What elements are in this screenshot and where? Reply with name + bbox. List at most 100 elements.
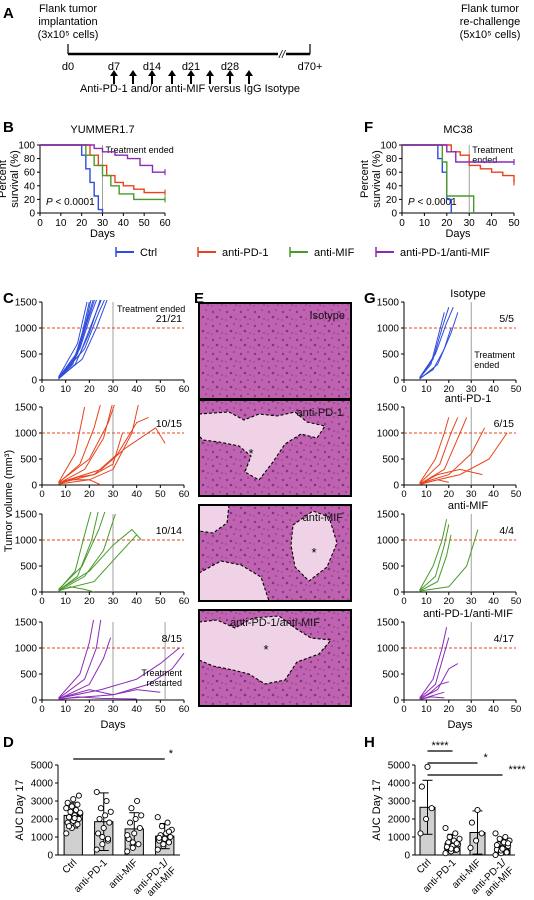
histology-label: anti-PD-1 xyxy=(297,407,343,419)
necrosis-region xyxy=(198,411,326,481)
x-tick-label: 10 xyxy=(60,489,71,500)
data-point xyxy=(74,801,81,808)
x-tick-label: 10 xyxy=(55,218,67,229)
panel-label-c: C xyxy=(3,290,14,307)
treatment-end-label: Treatment ended xyxy=(474,350,515,370)
subplot-ctrl: 0 500 1000 1500 0 10 20 30 40 50 60 21/21Treatment … xyxy=(15,298,190,396)
tumor-curve-5 xyxy=(419,468,483,485)
tumor-curve-4 xyxy=(419,327,452,379)
tumor-curve-6 xyxy=(58,696,137,700)
necrosis-marker: * xyxy=(311,545,316,560)
y-tick-label: 500 xyxy=(20,350,37,361)
timeline-break-symbol: // xyxy=(278,49,286,61)
tumor-curve-3 xyxy=(419,681,449,700)
data-point xyxy=(102,812,109,819)
subplot-isotype: 0 500 1000 1500 0 10 20 30 40 50 5/5 Isotype Treatme… xyxy=(377,288,522,395)
y-tick-label: 0 xyxy=(404,851,410,862)
tumor-curve-3 xyxy=(58,300,96,379)
tumor-curve-5 xyxy=(58,427,166,484)
data-point xyxy=(424,763,431,770)
data-point xyxy=(63,830,70,837)
survival-line-anti-pd-1 xyxy=(402,144,515,183)
x-tick-label: 0 xyxy=(39,489,44,500)
y-tick-label: 3000 xyxy=(388,797,411,808)
annotation-line: Treatment xyxy=(474,350,515,360)
x-tick-label: 50 xyxy=(511,596,522,607)
data-point xyxy=(103,797,110,805)
y-axis-label-line: Percent xyxy=(359,160,371,198)
x-axis-label: Days xyxy=(90,228,116,240)
y-tick-label: 1000 xyxy=(15,324,38,335)
data-point xyxy=(135,841,142,848)
treatment-arrowhead-7 xyxy=(226,70,234,76)
data-point xyxy=(473,837,480,844)
x-tick-label: 40 xyxy=(118,218,130,229)
necrosis-marker: * xyxy=(248,446,253,461)
data-point xyxy=(156,834,163,841)
x-tick-label: 40 xyxy=(488,704,499,715)
data-point xyxy=(154,814,161,821)
data-point xyxy=(129,839,136,846)
x-tick-label: 40 xyxy=(131,596,142,607)
y-tick-label: 0 xyxy=(393,696,399,707)
category-label: anti-PD-1 xyxy=(72,857,110,895)
x-tick-label: 30 xyxy=(466,596,477,607)
survival-chart-yummer: YUMMER1.7 0 20 40 60 80 100 0 10 20 30 40 50 60 Days Pe… xyxy=(0,124,174,240)
panel-label-g: G xyxy=(364,290,376,307)
data-point xyxy=(158,823,165,830)
y-tick-label: 1500 xyxy=(15,403,38,414)
x-tick-label: 50 xyxy=(155,384,166,395)
y-axis-label-line: survival (%) xyxy=(371,150,383,207)
data-point xyxy=(93,846,100,853)
curves xyxy=(58,620,185,700)
tumor-curve-0 xyxy=(58,620,95,699)
x-tick-label: 0 xyxy=(39,704,44,715)
data-point xyxy=(502,833,509,841)
curves xyxy=(58,405,166,485)
tumor-curve-1 xyxy=(419,524,450,591)
panel-border xyxy=(198,609,352,707)
subplot-title: anti-PD-1 xyxy=(445,393,491,405)
data-point xyxy=(446,833,453,841)
x-tick-label: 30 xyxy=(466,704,477,715)
histology-panel-anti-mif: anti-MIF * xyxy=(198,504,352,602)
y-tick-label: 1000 xyxy=(15,536,38,547)
y-tick-label: 1000 xyxy=(377,324,400,335)
data-point xyxy=(492,830,499,837)
y-tick-label: 0 xyxy=(31,376,37,387)
responder-fraction: 4/4 xyxy=(499,525,514,537)
histology-label: Isotype xyxy=(310,310,345,322)
data-point xyxy=(93,788,100,796)
data-point xyxy=(452,830,459,837)
x-axis-label: Days xyxy=(445,228,471,240)
data-point xyxy=(124,832,131,839)
tumor-curve-3 xyxy=(58,513,116,592)
data-point xyxy=(161,835,168,842)
data-point xyxy=(74,821,81,828)
data-point xyxy=(442,824,449,832)
y-tick-label: 1000 xyxy=(31,833,54,844)
treatment-arrowhead-8 xyxy=(245,70,253,76)
tumor-curve-4 xyxy=(58,300,101,380)
x-tick-label: 40 xyxy=(131,384,142,395)
x-tick-label: 20 xyxy=(444,704,455,715)
y-axis-label: Percentsurvival (%) xyxy=(359,150,383,207)
y-tick-label: 1500 xyxy=(377,403,400,414)
panel-label-f: F xyxy=(364,119,373,136)
data-point xyxy=(100,824,107,832)
tumor-curve-1 xyxy=(58,512,99,591)
y-tick-label: 4000 xyxy=(31,779,54,790)
y-tick-label: 0 xyxy=(29,209,35,220)
data-point xyxy=(73,806,80,814)
tumor-curve-1 xyxy=(58,405,113,484)
treatment-restarted-label: Treatment restarted xyxy=(141,668,182,688)
data-point xyxy=(503,849,510,856)
data-point xyxy=(167,833,174,841)
data-point xyxy=(67,808,74,815)
data-point xyxy=(75,792,82,799)
y-axis-label-line: survival (%) xyxy=(9,150,21,207)
panel-label-a: A xyxy=(3,5,14,22)
data-point xyxy=(467,844,474,851)
